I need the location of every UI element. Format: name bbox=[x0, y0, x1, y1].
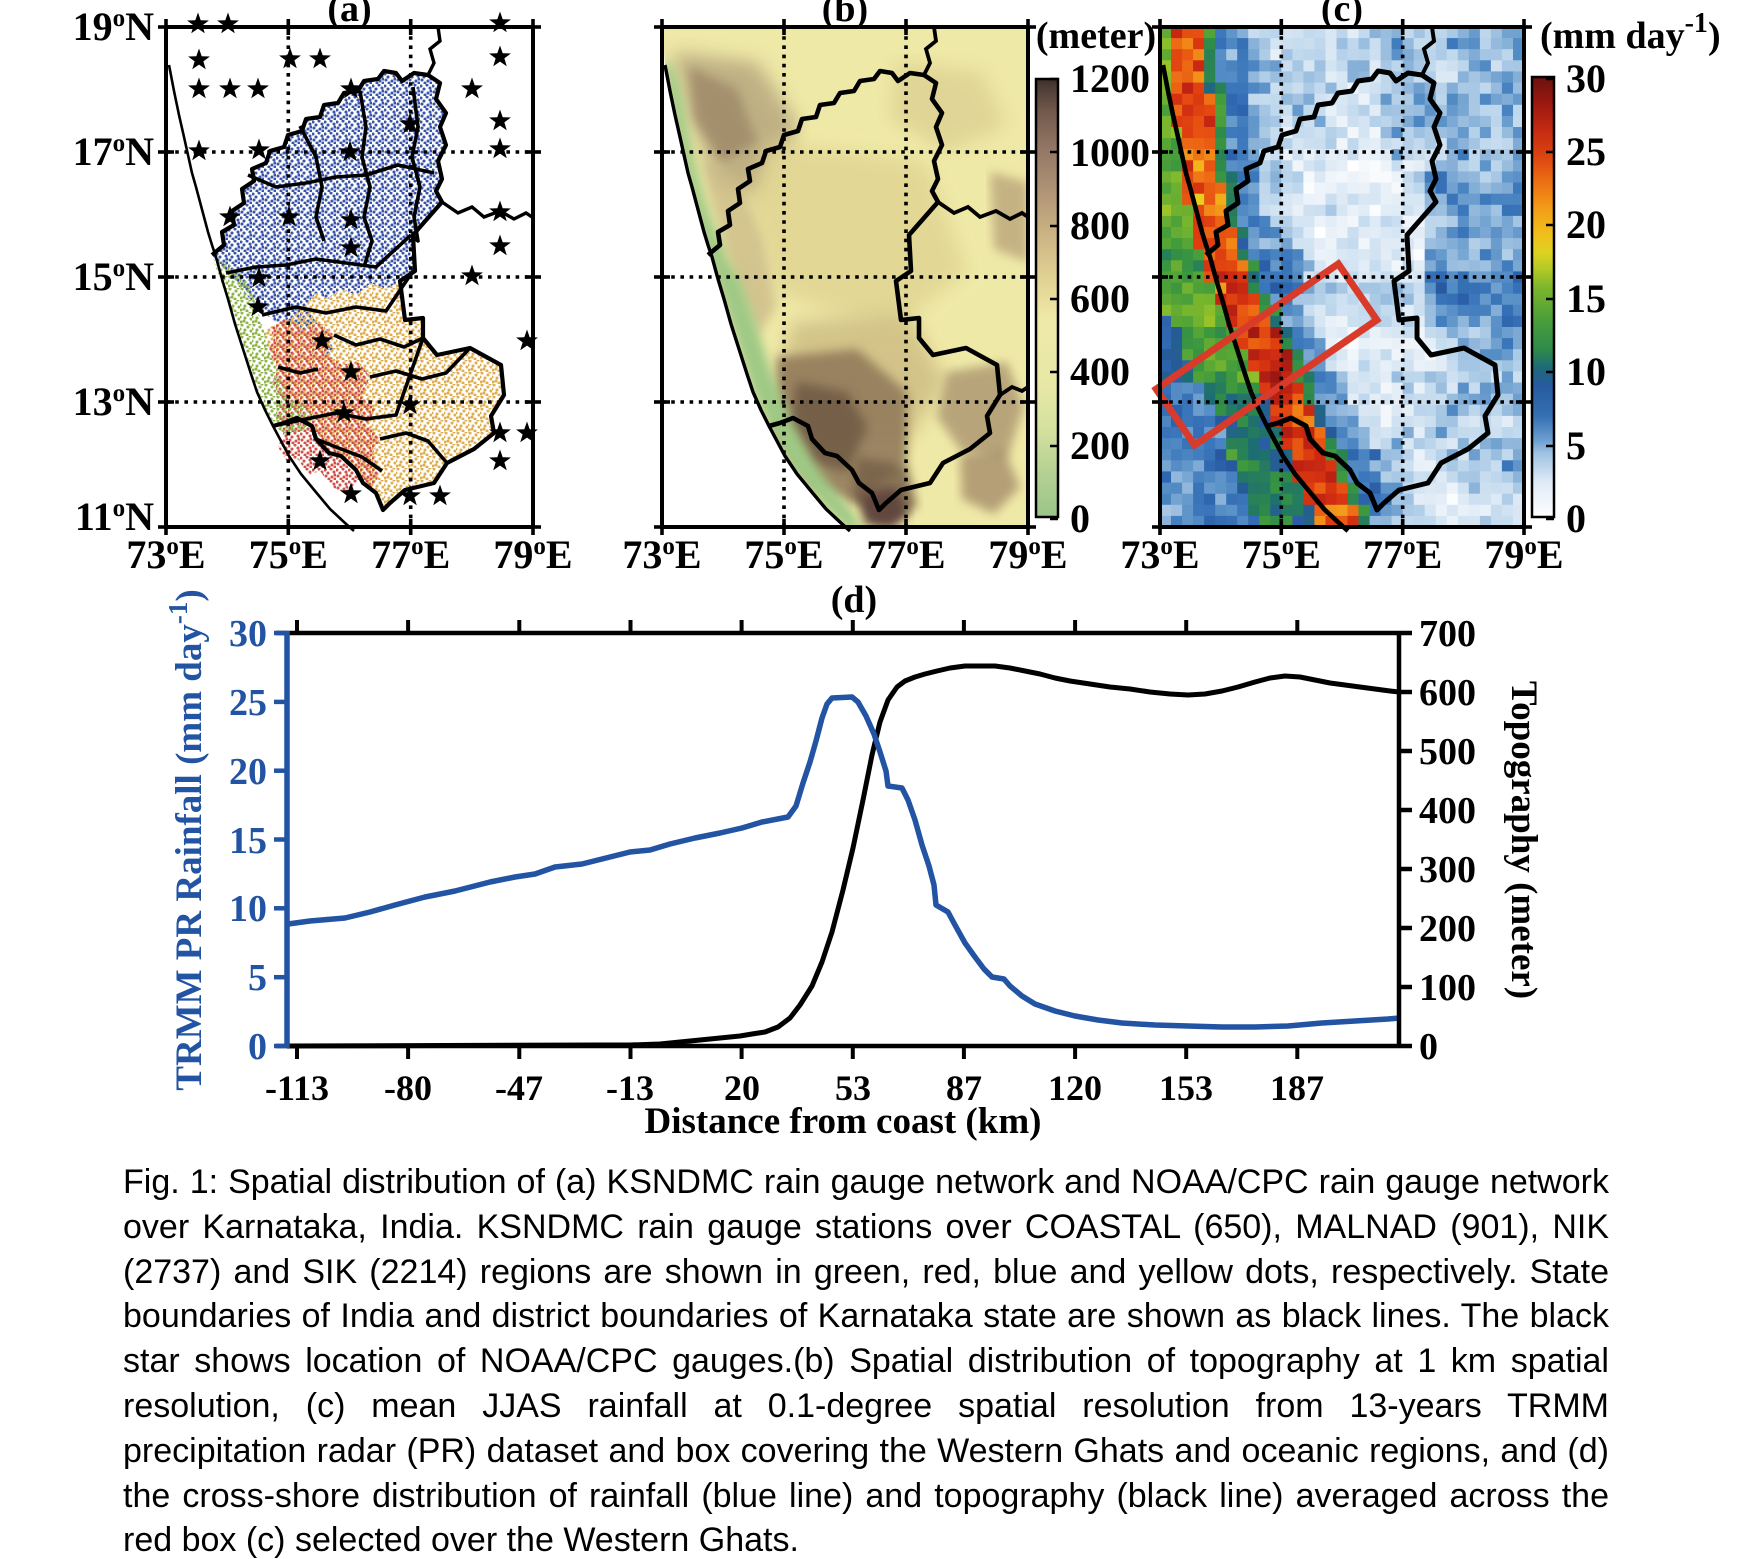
svg-text:79oE: 79oE bbox=[988, 532, 1067, 577]
svg-text:87: 87 bbox=[946, 1068, 982, 1108]
svg-text:15: 15 bbox=[229, 820, 267, 862]
svg-text:53: 53 bbox=[835, 1068, 871, 1108]
svg-text:73oE: 73oE bbox=[622, 532, 701, 577]
svg-text:600: 600 bbox=[1070, 276, 1130, 321]
svg-text:-47: -47 bbox=[495, 1068, 543, 1108]
svg-text:79oE: 79oE bbox=[1484, 532, 1563, 577]
svg-text:73oE: 73oE bbox=[126, 532, 205, 577]
svg-text:300: 300 bbox=[1419, 849, 1476, 891]
svg-text:25: 25 bbox=[229, 682, 267, 724]
svg-text:1200: 1200 bbox=[1070, 56, 1150, 101]
svg-text:-13: -13 bbox=[606, 1068, 654, 1108]
svg-text:20: 20 bbox=[1566, 202, 1606, 247]
svg-text:153: 153 bbox=[1159, 1068, 1213, 1108]
svg-text:5: 5 bbox=[1566, 423, 1586, 468]
svg-text:15: 15 bbox=[1566, 276, 1606, 321]
svg-text:-80: -80 bbox=[384, 1068, 432, 1108]
svg-text:13oN: 13oN bbox=[73, 379, 155, 424]
svg-text:400: 400 bbox=[1419, 790, 1476, 832]
svg-text:600: 600 bbox=[1419, 672, 1476, 714]
svg-text:30: 30 bbox=[229, 613, 267, 655]
svg-text:400: 400 bbox=[1070, 349, 1130, 394]
svg-text:0: 0 bbox=[1419, 1026, 1438, 1068]
svg-text:5: 5 bbox=[248, 957, 267, 999]
svg-text:10: 10 bbox=[1566, 349, 1606, 394]
svg-text:0: 0 bbox=[248, 1026, 267, 1068]
svg-text:500: 500 bbox=[1419, 731, 1476, 773]
svg-text:120: 120 bbox=[1048, 1068, 1102, 1108]
svg-text:79oE: 79oE bbox=[493, 532, 572, 577]
svg-text:200: 200 bbox=[1419, 908, 1476, 950]
svg-text:75oE: 75oE bbox=[249, 532, 328, 577]
svg-text:30: 30 bbox=[1566, 56, 1606, 101]
svg-text:Topography (meter): Topography (meter) bbox=[1503, 681, 1544, 999]
svg-text:(d): (d) bbox=[831, 579, 877, 621]
svg-text:700: 700 bbox=[1419, 613, 1476, 655]
svg-text:200: 200 bbox=[1070, 423, 1130, 468]
svg-text:0: 0 bbox=[1070, 496, 1090, 541]
svg-text:100: 100 bbox=[1419, 967, 1476, 1009]
svg-text:(meter): (meter) bbox=[1036, 15, 1156, 57]
svg-text:25: 25 bbox=[1566, 129, 1606, 174]
svg-text:187: 187 bbox=[1270, 1068, 1324, 1108]
svg-text:77oE: 77oE bbox=[371, 532, 450, 577]
svg-text:20: 20 bbox=[229, 751, 267, 793]
svg-text:75oE: 75oE bbox=[744, 532, 823, 577]
svg-text:800: 800 bbox=[1070, 203, 1130, 248]
svg-text:77oE: 77oE bbox=[1363, 532, 1442, 577]
svg-text:TRMM PR Rainfall (mm day-1): TRMM PR Rainfall (mm day-1) bbox=[163, 589, 210, 1090]
svg-text:20: 20 bbox=[724, 1068, 760, 1108]
svg-text:77oE: 77oE bbox=[866, 532, 945, 577]
svg-text:0: 0 bbox=[1566, 496, 1586, 541]
svg-text:Distance from coast (km): Distance from coast (km) bbox=[645, 1101, 1042, 1142]
svg-text:15oN: 15oN bbox=[73, 254, 155, 299]
svg-text:75oE: 75oE bbox=[1242, 532, 1321, 577]
svg-text:-113: -113 bbox=[265, 1068, 329, 1108]
svg-text:73oE: 73oE bbox=[1120, 532, 1199, 577]
svg-text:1000: 1000 bbox=[1070, 130, 1150, 175]
svg-text:10: 10 bbox=[229, 888, 267, 930]
